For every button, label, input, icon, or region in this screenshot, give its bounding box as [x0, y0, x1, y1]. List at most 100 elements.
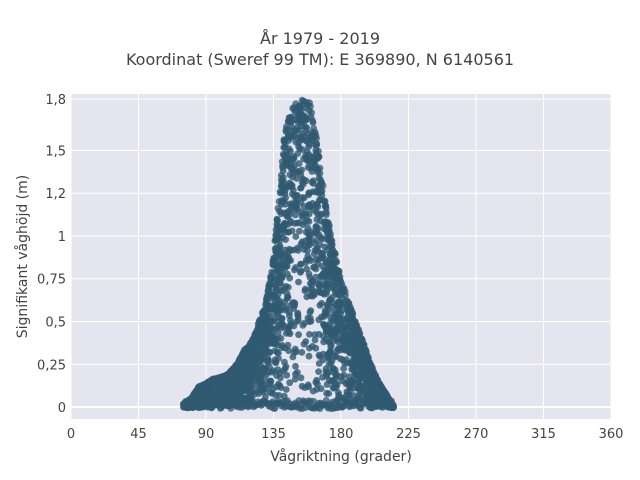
- data-point: [327, 359, 335, 367]
- data-point: [243, 380, 251, 387]
- data-point: [318, 187, 326, 195]
- data-point: [306, 344, 313, 352]
- data-point: [262, 364, 270, 372]
- data-point: [271, 356, 279, 364]
- data-point: [326, 348, 334, 356]
- y-tick-label: 0,5: [45, 316, 66, 331]
- data-point: [330, 315, 338, 323]
- data-point: [295, 278, 302, 286]
- data-point: [254, 325, 262, 332]
- data-point: [265, 329, 272, 337]
- data-point: [291, 127, 298, 135]
- data-point: [292, 362, 299, 370]
- data-point: [308, 291, 316, 299]
- x-axis-title: Vågriktning (grader): [270, 448, 412, 465]
- data-point: [274, 204, 282, 212]
- data-point: [336, 298, 343, 306]
- data-point: [335, 269, 343, 276]
- data-point: [312, 273, 320, 281]
- data-point: [350, 392, 358, 399]
- data-point: [315, 330, 323, 338]
- data-point: [319, 182, 327, 190]
- data-point: [364, 379, 372, 386]
- data-point: [264, 294, 271, 302]
- data-point: [333, 396, 341, 404]
- data-point: [305, 189, 313, 197]
- data-point: [325, 377, 333, 384]
- x-tick-label: 315: [531, 427, 556, 442]
- data-point: [305, 383, 312, 391]
- data-point: [321, 243, 329, 251]
- data-point: [282, 386, 290, 393]
- data-point: [361, 367, 368, 375]
- data-point: [323, 259, 330, 267]
- data-point: [270, 326, 278, 333]
- data-point: [306, 241, 313, 249]
- data-point: [290, 156, 297, 164]
- data-point: [301, 123, 309, 131]
- data-point: [310, 124, 318, 132]
- data-point: [215, 392, 223, 400]
- data-point: [336, 347, 344, 354]
- data-point: [317, 385, 325, 392]
- data-point: [294, 206, 301, 213]
- data-point: [312, 131, 320, 139]
- data-point: [306, 331, 313, 338]
- data-point: [313, 216, 321, 223]
- data-point: [291, 246, 298, 254]
- data-point: [268, 318, 276, 326]
- data-point: [371, 387, 378, 395]
- data-point: [282, 236, 289, 244]
- data-point: [275, 198, 283, 205]
- data-point: [282, 194, 289, 202]
- data-point: [311, 336, 319, 344]
- data-point: [288, 117, 295, 125]
- data-point: [294, 309, 302, 317]
- x-tick-label: 225: [396, 427, 421, 442]
- data-point: [305, 270, 313, 278]
- chart-title: År 1979 - 2019: [260, 29, 380, 48]
- data-point: [225, 381, 233, 389]
- data-point: [347, 329, 355, 337]
- data-point: [277, 279, 284, 287]
- data-point: [321, 202, 329, 210]
- data-point: [285, 322, 293, 330]
- data-point: [270, 254, 278, 262]
- data-point: [291, 266, 298, 274]
- data-point: [327, 230, 334, 238]
- data-point: [295, 139, 303, 147]
- data-point: [313, 246, 321, 254]
- data-point: [273, 216, 281, 224]
- data-point: [272, 237, 280, 244]
- x-tick-label: 135: [261, 427, 286, 442]
- data-point: [291, 302, 298, 310]
- data-point: [300, 155, 308, 163]
- data-point: [296, 227, 303, 235]
- data-point: [318, 289, 326, 297]
- data-point: [250, 380, 257, 388]
- data-point: [283, 371, 291, 379]
- data-point: [262, 306, 269, 313]
- data-point: [258, 386, 265, 394]
- data-point: [308, 281, 316, 289]
- data-point: [281, 298, 288, 306]
- data-point: [275, 224, 282, 231]
- data-point: [258, 381, 266, 389]
- data-point: [315, 282, 323, 290]
- data-point: [291, 200, 299, 208]
- data-point: [297, 240, 305, 248]
- data-point: [299, 213, 306, 221]
- data-point: [249, 388, 257, 396]
- data-point: [265, 380, 273, 387]
- data-point: [313, 140, 321, 148]
- data-point: [313, 201, 320, 208]
- y-tick-label: 1,8: [45, 93, 66, 108]
- data-point: [305, 218, 313, 225]
- data-point: [268, 339, 276, 347]
- data-point: [337, 373, 345, 381]
- data-point: [272, 248, 280, 256]
- data-point: [319, 235, 326, 243]
- data-point: [292, 233, 300, 240]
- data-point: [302, 137, 309, 145]
- data-point: [330, 365, 337, 373]
